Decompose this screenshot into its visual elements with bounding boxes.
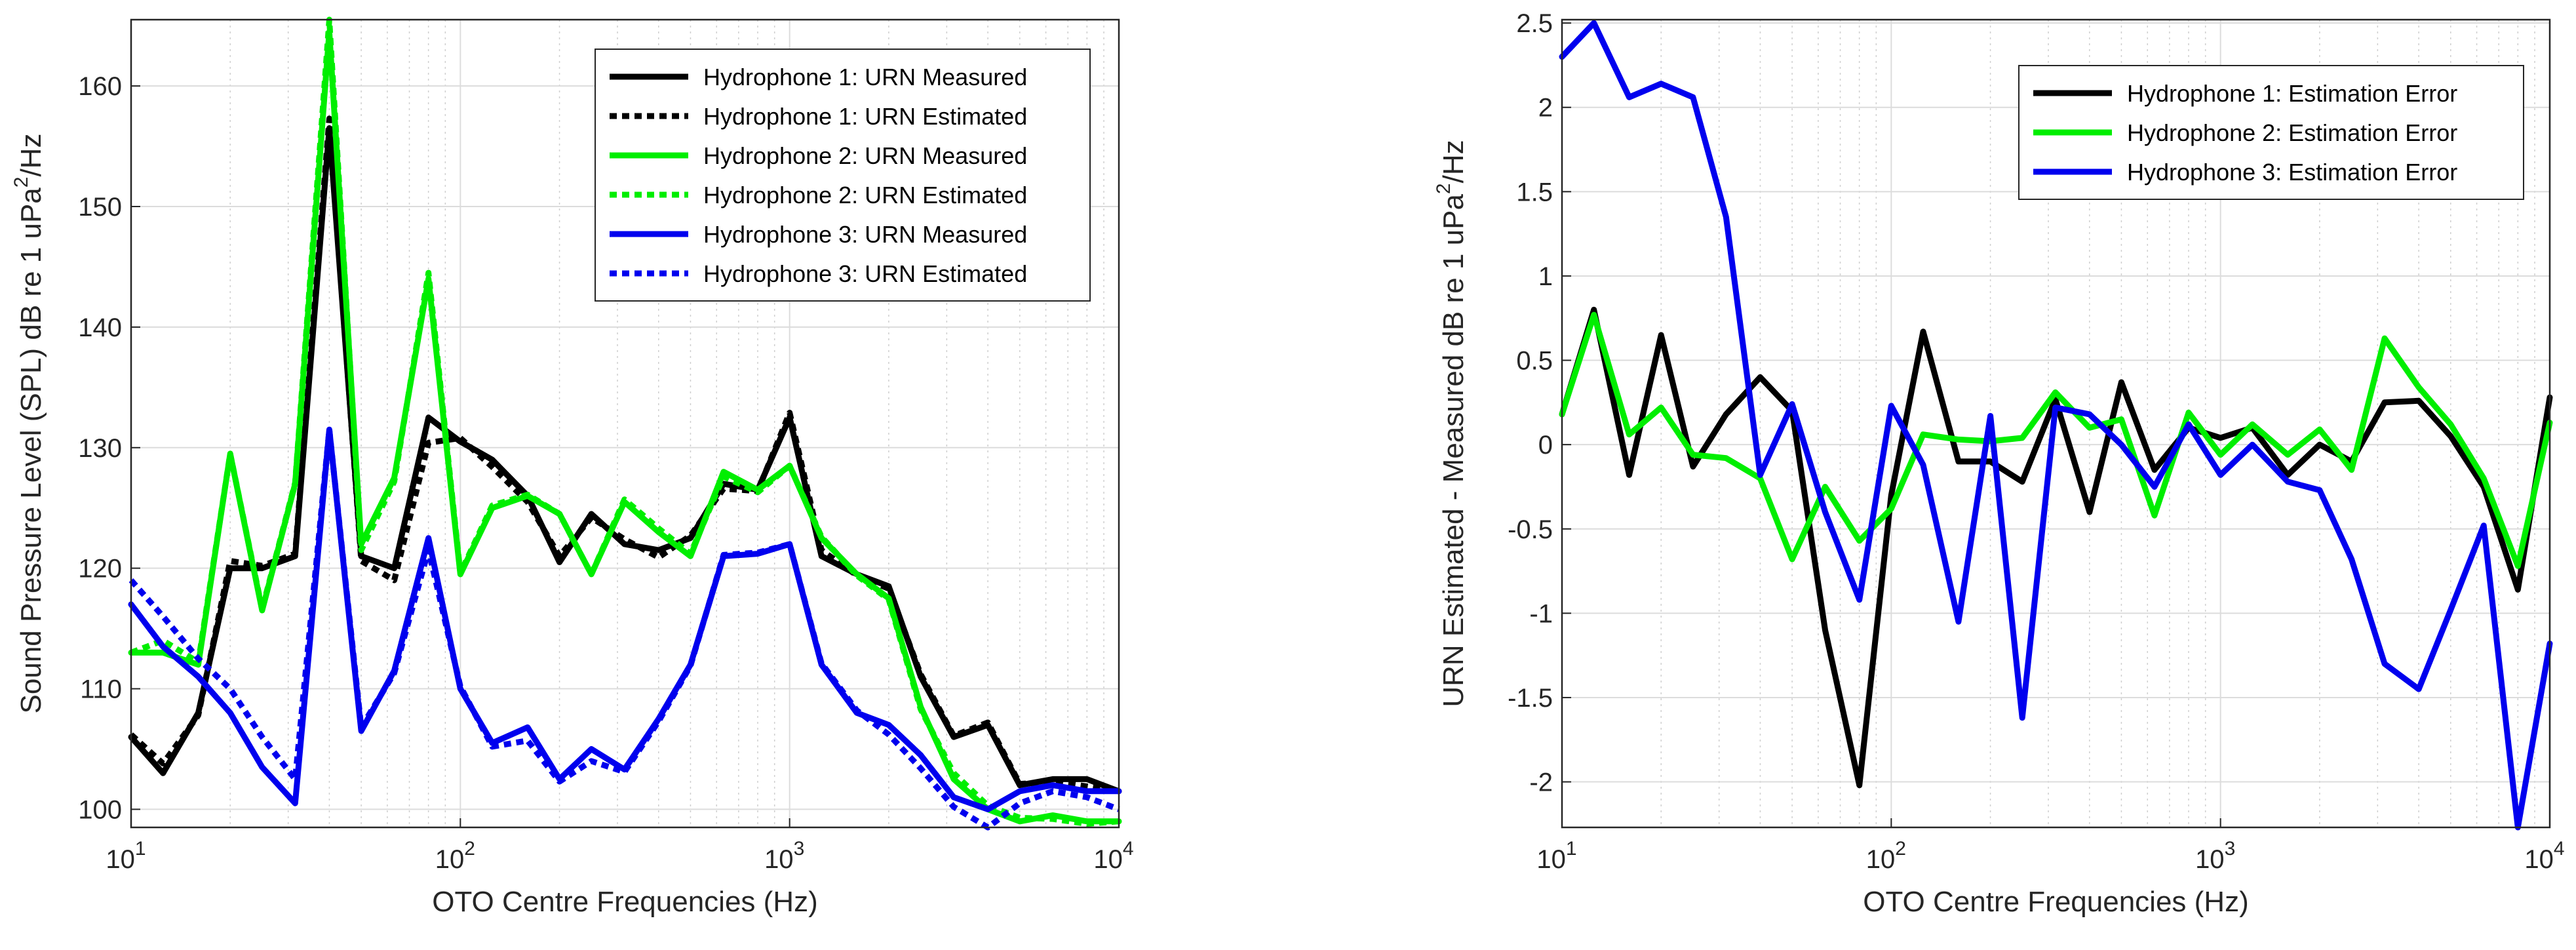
x-tick-label: 104: [1093, 838, 1133, 874]
axes-box: [1561, 18, 2551, 829]
series-line-4: [130, 16, 1120, 827]
y-tick-label: 120: [78, 555, 122, 584]
y-tick-label: -2: [1529, 768, 1553, 797]
y-tick-label: 1: [1538, 262, 1553, 291]
y-tick-label: 0.5: [1516, 347, 1553, 376]
x-axis-label: OTO Centre Frequencies (Hz): [432, 886, 817, 918]
y-tick-label: 2.5: [1516, 9, 1553, 38]
y-tick-label: -0.5: [1508, 515, 1553, 544]
legend-entry: Hydrophone 3: URN Estimated: [703, 260, 1027, 287]
x-tick-label: 104: [2524, 838, 2564, 874]
legend-entry: Hydrophone 2: Estimation Error: [2127, 119, 2457, 146]
series-line-2: [128, 115, 1120, 795]
y-tick-label: -1.5: [1508, 684, 1553, 713]
y-tick-label: 140: [78, 313, 122, 342]
y-tick-label: 110: [80, 675, 122, 704]
legend-entry: Hydrophone 3: URN Measured: [703, 221, 1027, 248]
series-line-6: [128, 426, 1120, 831]
y-tick-label: 150: [78, 193, 122, 222]
legend-box: [595, 49, 1091, 302]
x-axis-label: OTO Centre Frequencies (Hz): [1863, 886, 2248, 918]
y-tick-label: 130: [78, 434, 122, 463]
series-line-2: [1559, 311, 2553, 569]
series-line-1: [1559, 306, 2553, 789]
axes-box: [130, 18, 1120, 829]
y-axis-label: Sound Pressure Level (SPL) dB re 1 uPa2/…: [10, 134, 47, 714]
y-tick-label: 160: [78, 72, 122, 101]
x-tick-label: 101: [106, 838, 146, 874]
legend-entry: Hydrophone 1: Estimation Error: [2127, 80, 2457, 107]
x-tick-label: 102: [1866, 838, 1906, 874]
x-tick-label: 103: [764, 838, 804, 874]
spl-chart: 101 102 103 104 100 110 120 130 140 150 160 OTO Cen…: [10, 16, 1134, 918]
y-axis-label: URN Estimated - Measured dB re 1 uPa2/Hz: [1433, 140, 1470, 707]
x-tick-label: 103: [2195, 838, 2235, 874]
y-tick-label: 0: [1538, 431, 1553, 460]
error-chart: 101 102 103 104 -2 -1.5 -1 -0.5 0 0.5 1 1.5 2 2.5 OTO …: [1433, 9, 2565, 918]
x-tick-label: 101: [1536, 838, 1576, 874]
x-tick-label: 102: [435, 838, 475, 874]
legend-entry: Hydrophone 1: URN Measured: [703, 64, 1027, 90]
y-tick-label: 2: [1538, 94, 1553, 123]
legend-entry: Hydrophone 1: URN Estimated: [703, 103, 1027, 130]
y-tick-label: -1: [1529, 599, 1553, 628]
legend-entry: Hydrophone 3: Estimation Error: [2127, 159, 2457, 186]
legend-entry: Hydrophone 2: URN Estimated: [703, 182, 1027, 208]
y-tick-label: 100: [78, 795, 122, 824]
y-tick-label: 1.5: [1516, 178, 1553, 207]
series-line-3: [1559, 20, 2553, 831]
legend-entry: Hydrophone 2: URN Measured: [703, 142, 1027, 169]
